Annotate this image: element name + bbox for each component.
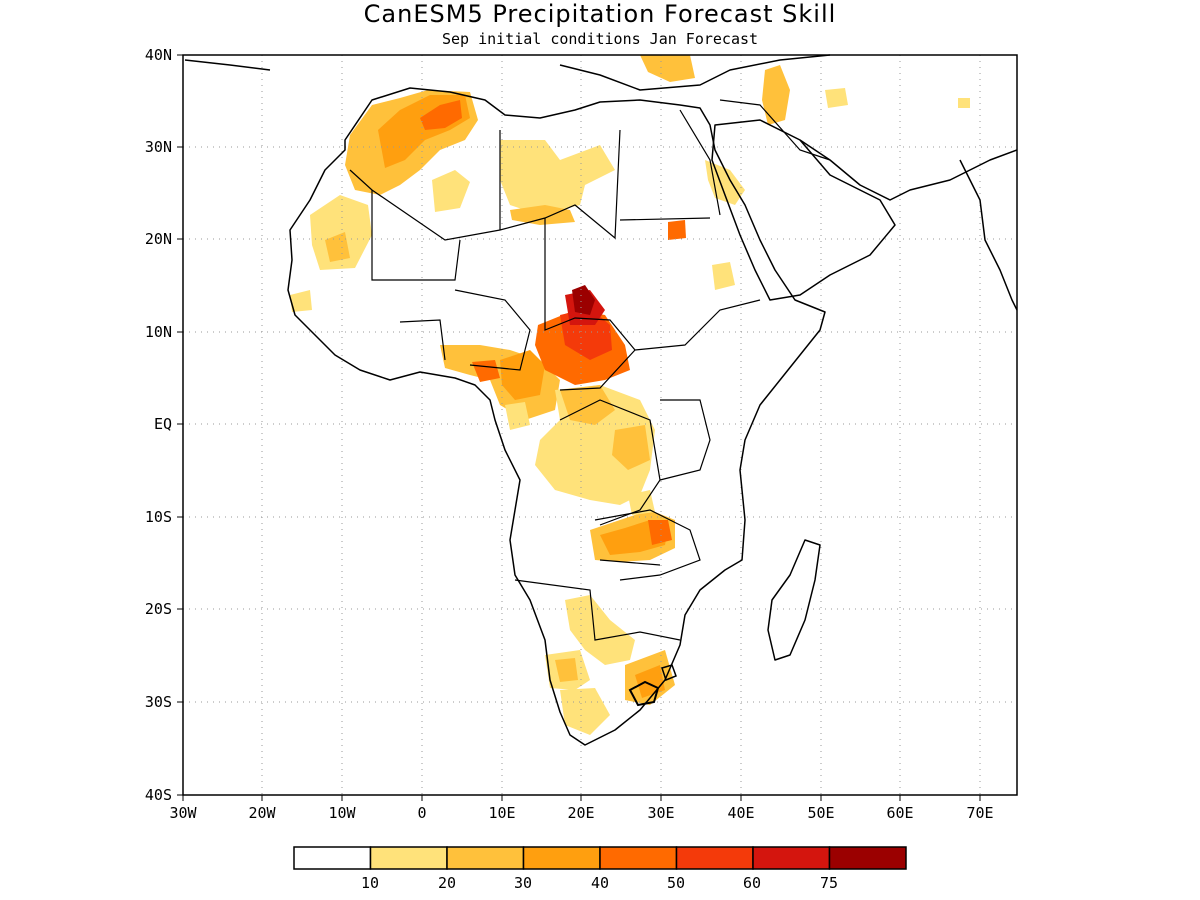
colorbar-label: 75 — [820, 874, 838, 892]
colorbar-label: 60 — [743, 874, 761, 892]
y-tick-label: EQ — [154, 415, 172, 433]
colorbar-swatch — [599, 846, 678, 870]
shading-sudan-dot — [668, 220, 686, 240]
colorbar-swatch — [675, 846, 754, 870]
colorbar-label: 40 — [591, 874, 609, 892]
y-tick-label: 10S — [145, 508, 172, 526]
x-tick-label: 40E — [727, 804, 754, 822]
y-tick-label: 30S — [145, 693, 172, 711]
x-tick-label: 60E — [886, 804, 913, 822]
gridlines — [183, 55, 1017, 795]
shading-congo — [535, 385, 655, 505]
x-tick-label: 70E — [966, 804, 993, 822]
colorbar-swatch — [828, 846, 907, 870]
shading-sahara-west-2 — [325, 232, 350, 262]
shading-cameroon — [500, 350, 545, 400]
shading-chad-core — [572, 285, 595, 315]
shading-ethiopia-n — [712, 262, 735, 290]
y-tick-label: 10N — [145, 323, 172, 341]
shading-morocco-core — [420, 100, 462, 130]
shading-iraq — [762, 65, 790, 125]
colorbar-swatch — [369, 846, 448, 870]
map-area — [182, 54, 1018, 796]
africa-coastline — [287, 87, 826, 746]
x-tick-labels: 30W 20W 10W 0 10E 20E 30E 40E 50E 60E 70… — [169, 804, 993, 822]
shading-sahara-center — [432, 170, 470, 212]
x-tick-label: 10W — [328, 804, 356, 822]
colorbar-swatch — [293, 846, 372, 870]
x-tick-label: 20W — [248, 804, 276, 822]
shading-mideast-2 — [958, 98, 970, 108]
coastlines — [184, 54, 1018, 746]
map-title: CanESM5 Precipitation Forecast Skill — [364, 0, 837, 28]
colorbar-label: 10 — [361, 874, 379, 892]
shading-congo-3 — [612, 425, 650, 470]
y-tick-label: 40S — [145, 786, 172, 804]
x-tick-label: 10E — [488, 804, 515, 822]
shading-sahara-west — [310, 195, 372, 270]
shading-tanzania — [628, 490, 655, 515]
colorbar-labels: 10 20 30 40 50 60 75 — [361, 874, 838, 892]
x-tick-label: 20E — [567, 804, 594, 822]
shading-congo-west — [505, 402, 530, 430]
lesotho-outline — [628, 680, 660, 707]
y-tick-label: 30N — [145, 138, 172, 156]
arabia-coastline — [711, 119, 896, 301]
shading-sahel-west — [290, 290, 312, 312]
shading-turkey — [640, 55, 695, 82]
x-tick-label: 30W — [169, 804, 197, 822]
shading-congo-2 — [560, 385, 615, 425]
x-tick-label: 30E — [647, 804, 674, 822]
madagascar-coastline — [767, 539, 821, 661]
map-subtitle: Sep initial conditions Jan Forecast — [442, 30, 758, 48]
colorbar-swatch — [522, 846, 601, 870]
y-tick-label: 20S — [145, 600, 172, 618]
colorbar-swatch — [446, 846, 525, 870]
tick-marks — [177, 54, 981, 801]
country-borders — [349, 99, 831, 641]
shading-egypt — [705, 160, 745, 205]
colorbar — [293, 846, 907, 870]
eurasia-coastline — [559, 54, 831, 91]
map-frame — [182, 54, 1018, 796]
y-tick-labels: 40N 30N 20N 10N EQ 10S 20S 30S 40S — [145, 46, 172, 804]
colorbar-label: 20 — [438, 874, 456, 892]
colorbar-label: 30 — [514, 874, 532, 892]
shading-mideast — [825, 88, 848, 108]
swaziland-outline — [661, 664, 677, 681]
shading-malawi — [648, 520, 672, 545]
x-tick-label: 0 — [417, 804, 426, 822]
colorbar-label: 50 — [667, 874, 685, 892]
shading-sa-south — [560, 688, 610, 735]
shading-namibia — [565, 595, 635, 665]
y-tick-label: 40N — [145, 46, 172, 64]
shading-libya — [500, 140, 615, 215]
india-coastline — [959, 159, 1018, 311]
shading-sa-west-2 — [555, 658, 578, 682]
skill-shading — [290, 55, 970, 735]
y-tick-label: 20N — [145, 230, 172, 248]
shading-chad-n — [510, 205, 575, 225]
persian-gulf — [799, 139, 1018, 201]
x-tick-label: 50E — [807, 804, 834, 822]
iberia — [184, 59, 271, 71]
colorbar-swatch — [752, 846, 831, 870]
